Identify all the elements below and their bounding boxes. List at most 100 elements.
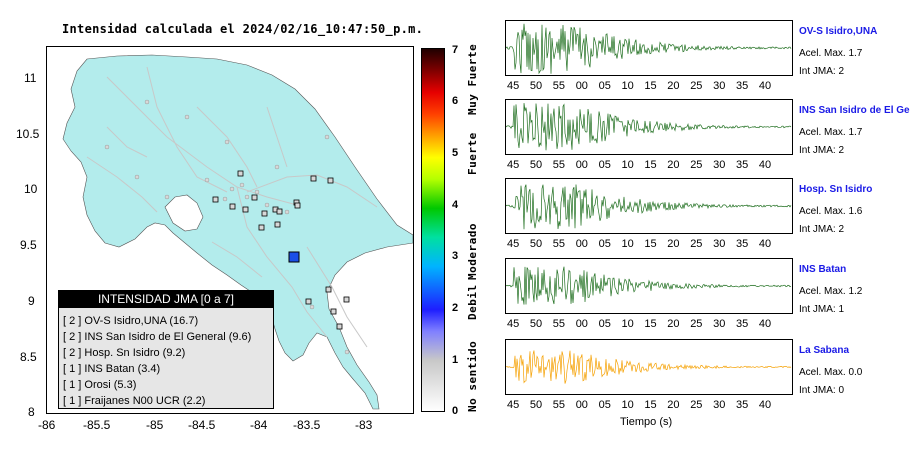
station-name: OV-S Isidro,UNA (799, 26, 878, 37)
time-tick: 55 (552, 159, 566, 171)
time-tick: 30 (713, 318, 726, 330)
station-jma-intensity: Int JMA: 2 (799, 224, 845, 235)
time-tick: 20 (667, 80, 680, 92)
time-tick: 40 (758, 159, 772, 171)
time-tick: 10 (621, 238, 634, 250)
colorbar-word: Debil (466, 284, 479, 320)
time-tick: 25 (690, 159, 703, 171)
waveform-trace (506, 184, 792, 230)
time-tick: 40 (758, 318, 772, 330)
time-tick: 55 (552, 399, 566, 411)
waveform-panel[interactable] (505, 258, 793, 314)
intensity-station-squares (212, 170, 350, 330)
legend-row: [ 2 ] OV-S Isidro,UNA (16.7) (63, 315, 199, 327)
time-tick: 05 (598, 80, 611, 92)
waveform-panel[interactable] (505, 99, 793, 155)
colorbar-word: Moderado (466, 223, 479, 280)
time-tick: 35 (736, 80, 749, 92)
lat-tick: 10 (24, 182, 38, 196)
time-tick: 10 (621, 318, 634, 330)
time-tick: 55 (552, 318, 566, 330)
lon-tick: -84.5 (188, 418, 216, 432)
time-tick: 45 (507, 238, 520, 250)
station-name: INS Batan (799, 264, 847, 275)
waveform-panel[interactable] (505, 339, 793, 395)
legend-row: [ 1 ] Fraijanes N00 UCR (2.2) (63, 395, 206, 407)
time-tick: 55 (552, 80, 566, 92)
time-tick: 25 (690, 318, 703, 330)
time-tick: 45 (507, 80, 520, 92)
time-tick: 00 (575, 399, 588, 411)
time-tick: 50 (529, 238, 543, 250)
time-tick: 40 (758, 399, 772, 411)
time-tick: 00 (575, 318, 588, 330)
waveform-panel[interactable] (505, 20, 793, 76)
waveform-panel[interactable] (505, 178, 793, 234)
time-tick: 55 (552, 238, 566, 250)
time-tick: 50 (529, 80, 543, 92)
lat-tick: 10.5 (16, 127, 40, 141)
lon-tick: -85.5 (83, 418, 111, 432)
colorbar-tick: 5 (452, 147, 459, 159)
time-tick: 35 (736, 318, 749, 330)
lon-tick: -85 (146, 418, 164, 432)
time-tick: 30 (713, 159, 726, 171)
time-tick: 15 (644, 159, 657, 171)
time-axis-label: Tiempo (s) (620, 416, 673, 428)
lat-tick: 8.5 (20, 350, 37, 364)
time-tick: 25 (690, 80, 703, 92)
time-tick: 45 (507, 159, 520, 171)
legend-row: [ 2 ] Hosp. Sn Isidro (9.2) (63, 347, 186, 359)
station-name: La Sabana (799, 345, 850, 356)
time-tick: 30 (713, 399, 726, 411)
time-tick: 40 (758, 80, 772, 92)
lat-tick: 11 (24, 71, 37, 85)
station-dots (104, 99, 350, 355)
time-tick: 40 (758, 238, 772, 250)
colorbar-tick: 7 (452, 44, 459, 56)
legend-row: [ 2 ] INS San Isidro de El General (9.6) (63, 331, 252, 343)
lat-tick: 9 (28, 294, 35, 308)
time-tick: 05 (598, 399, 611, 411)
waveform-line (506, 23, 792, 75)
lon-tick: -83.5 (293, 418, 321, 432)
waveform-trace (506, 23, 792, 75)
colorbar-tick: 0 (452, 405, 459, 417)
time-tick: 00 (575, 238, 588, 250)
time-tick: 50 (529, 159, 543, 171)
time-tick: 35 (736, 159, 749, 171)
epicenter-marker (288, 251, 300, 263)
time-tick: 05 (598, 159, 611, 171)
waveform-line (506, 184, 792, 230)
costa-rica-landmass (62, 54, 413, 410)
time-tick: 25 (690, 238, 703, 250)
lon-tick: -86 (38, 418, 56, 432)
colorbar-word: No sentido (466, 340, 479, 412)
lat-tick: 8 (28, 405, 35, 419)
station-jma-intensity: Int JMA: 0 (799, 385, 845, 396)
time-tick: 00 (575, 159, 588, 171)
waveform-trace (506, 103, 792, 151)
station-max-accel: Acel. Max. 1.7 (799, 127, 863, 138)
map-canvas (62, 54, 413, 410)
time-tick: 20 (667, 399, 680, 411)
time-tick: 35 (736, 399, 749, 411)
station-max-accel: Acel. Max. 0.0 (799, 367, 863, 378)
legend-row: [ 1 ] INS Batan (3.4) (63, 363, 161, 375)
time-tick: 00 (575, 80, 588, 92)
time-tick: 35 (736, 238, 749, 250)
time-tick: 50 (529, 399, 543, 411)
legend-title: INTENSIDAD JMA [0 a 7] (59, 291, 273, 308)
lat-tick: 9.5 (20, 238, 37, 252)
time-tick: 20 (667, 318, 680, 330)
colorbar-tick: 2 (452, 302, 459, 314)
intensity-colorbar (421, 48, 445, 412)
time-tick: 45 (507, 399, 520, 411)
time-tick: 50 (529, 318, 543, 330)
time-tick: 45 (507, 318, 520, 330)
station-jma-intensity: Int JMA: 1 (799, 304, 845, 315)
time-tick: 10 (621, 80, 634, 92)
station-name: Hosp. Sn Isidro (799, 184, 873, 195)
colorbar-tick: 3 (452, 250, 459, 262)
colorbar-tick: 4 (452, 199, 459, 211)
